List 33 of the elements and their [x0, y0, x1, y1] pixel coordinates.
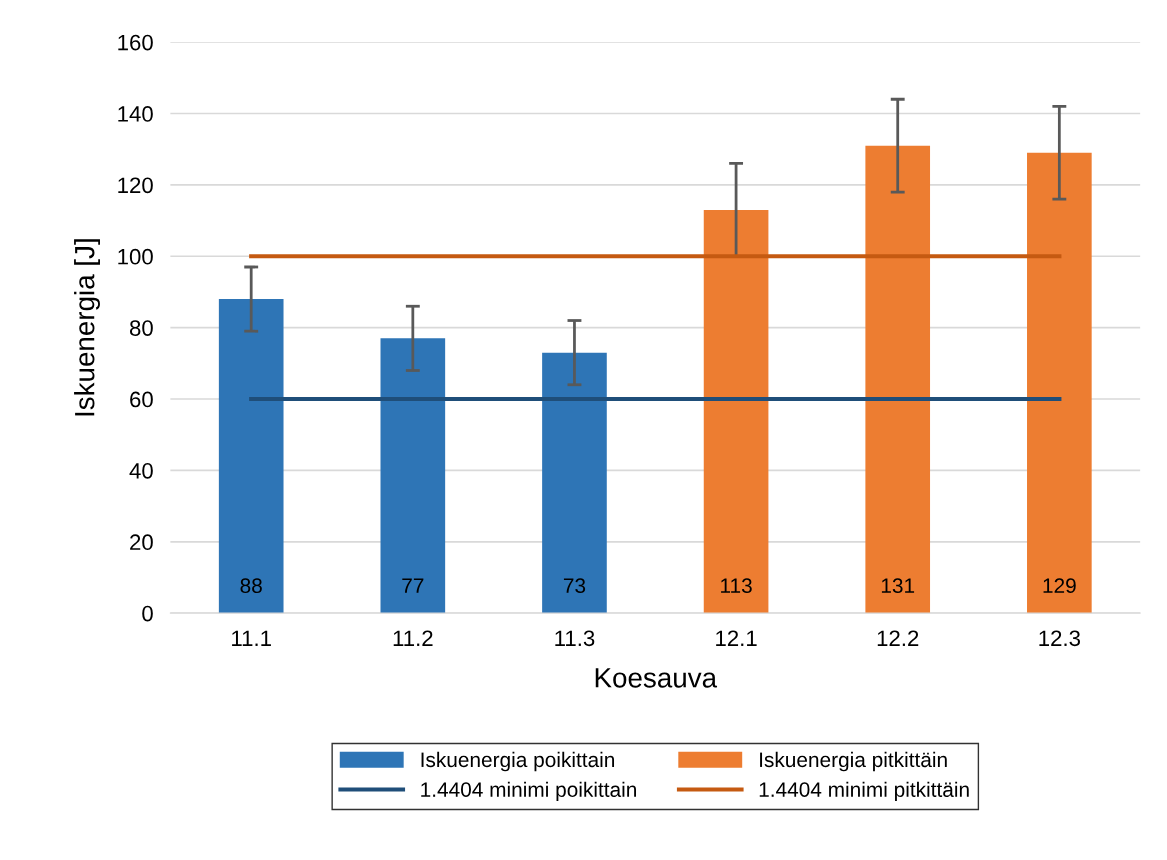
data-label: 73 [563, 578, 586, 594]
bar [542, 352, 607, 614]
x-tick-label: 12.3 [1039, 630, 1080, 647]
bar [703, 209, 769, 614]
y-tick-label: 20 [130, 534, 153, 551]
data-label: 88 [240, 578, 262, 594]
y-tick-label: 120 [118, 177, 153, 194]
y-tick-label: 60 [130, 391, 153, 408]
bar [380, 338, 446, 614]
x-tick-label: 11.2 [393, 630, 433, 646]
y-tick-label: 140 [118, 106, 153, 122]
data-label: 131 [881, 578, 915, 594]
legend-label: Iskuenergia pitkittäin [760, 751, 947, 772]
legend-label: 1.4404 minimi poikittain [421, 781, 636, 802]
bar [865, 145, 931, 614]
x-axis-title: Koesauva [595, 668, 718, 688]
x-tick-label: 12.2 [877, 630, 919, 646]
bar [1027, 152, 1092, 614]
y-tick-label: 160 [118, 34, 153, 51]
data-label: 77 [402, 578, 424, 593]
bar [218, 299, 284, 614]
x-tick-label: 11.1 [232, 630, 271, 646]
y-axis-title: Iskuenergia [J] [74, 239, 100, 416]
y-tick-label: 100 [118, 248, 153, 265]
x-tick-label: 11.3 [555, 630, 595, 647]
legend-label: 1.4404 minimi pitkittäin [759, 781, 969, 802]
legend-label: Iskuenergia poikittain [421, 751, 615, 772]
data-label: 129 [1043, 578, 1076, 594]
data-label: 113 [721, 578, 752, 594]
y-tick-label: 80 [129, 320, 153, 336]
x-tick-label: 12.1 [716, 630, 757, 646]
y-tick-label: 0 [142, 605, 153, 622]
y-tick-label: 40 [129, 462, 153, 479]
